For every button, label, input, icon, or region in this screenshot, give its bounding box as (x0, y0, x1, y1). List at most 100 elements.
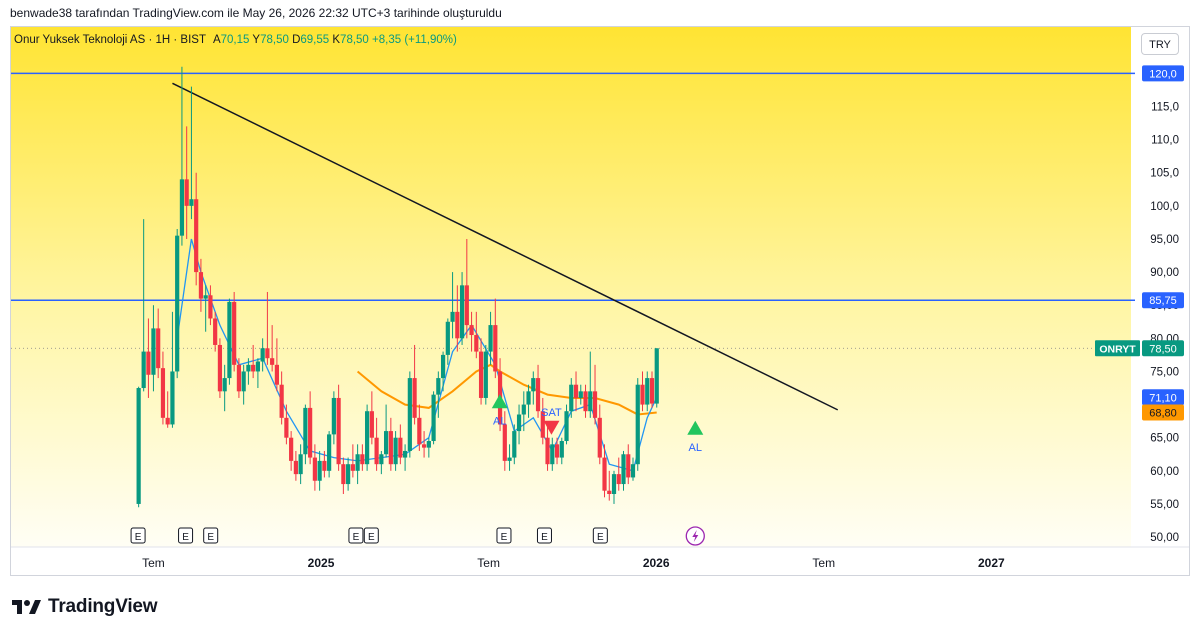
candle-body (592, 391, 598, 418)
candle (445, 318, 450, 365)
candle-body (445, 321, 450, 355)
candle (635, 378, 640, 471)
candle (341, 457, 346, 495)
candle-body (336, 397, 341, 465)
candle-body (521, 404, 526, 415)
earnings-marker (178, 527, 194, 544)
candle (241, 364, 246, 405)
candle (175, 229, 180, 379)
earnings-marker (536, 527, 552, 544)
candle (626, 444, 631, 485)
candle (450, 272, 455, 339)
candle-body (136, 388, 141, 504)
candle-body (369, 411, 374, 438)
candle (308, 391, 313, 465)
candle-body (597, 417, 602, 458)
symbol-name[interactable]: Onur Yuksek Teknoloji AS · 1H · BIST (14, 34, 206, 46)
candle-body (232, 301, 237, 365)
candle (312, 444, 317, 491)
candle-body (236, 364, 242, 392)
candle (621, 450, 626, 491)
candle (502, 411, 507, 471)
candle-body (621, 454, 626, 485)
candle-body (588, 391, 593, 412)
price-label-box (1142, 292, 1184, 309)
candle (141, 219, 146, 392)
candle-body (607, 490, 612, 495)
candle (160, 351, 166, 425)
price-label-text: 85,75 (1149, 295, 1177, 307)
candle-body (640, 384, 645, 405)
currency-button[interactable]: TRY (1141, 33, 1179, 55)
brand-name: TradingView (48, 596, 158, 617)
candle-body (184, 179, 189, 206)
candle (459, 272, 465, 345)
candle (274, 338, 279, 392)
candle-body (317, 460, 322, 481)
buy-signal-icon (491, 394, 508, 409)
candle-body (421, 444, 427, 448)
tradingview-logo-icon (12, 600, 41, 614)
candle-body (198, 272, 204, 299)
earnings-marker (130, 527, 146, 544)
candle (583, 384, 588, 418)
candle (540, 397, 545, 445)
candle-body (540, 411, 545, 438)
candle-body (488, 325, 493, 352)
buy-signal-label: AL (689, 442, 702, 454)
candle (455, 285, 460, 352)
candle (293, 450, 298, 481)
candle (483, 344, 488, 405)
candle (507, 444, 512, 471)
candle-body (246, 364, 251, 372)
candle-body (374, 437, 379, 465)
candle (431, 391, 436, 445)
buy-signal-icon (687, 420, 704, 435)
candle (146, 318, 151, 398)
candle-body (512, 431, 517, 458)
candle (136, 386, 141, 508)
candle (421, 431, 427, 458)
price-label-box (1142, 340, 1184, 357)
candle (402, 444, 408, 471)
candle-body (559, 441, 564, 458)
candle-body (160, 368, 166, 418)
candle-body (284, 417, 289, 438)
y-tick-label: 115,0 (1151, 101, 1179, 113)
earnings-marker (592, 527, 608, 544)
price-label-box (1142, 389, 1184, 406)
y-tick-label: 95,00 (1150, 234, 1179, 246)
price-label-text: 71,10 (1149, 392, 1177, 404)
candle-body (493, 325, 498, 372)
candle-body (564, 411, 569, 442)
candle (322, 450, 327, 478)
symbol-tag (1095, 340, 1140, 357)
candle-body (516, 414, 522, 432)
tradingview-logo[interactable]: TradingView (12, 596, 158, 618)
x-tick-label: 2027 (978, 556, 1005, 570)
high-label: Y (252, 34, 261, 46)
candle-body (626, 454, 631, 478)
candle (526, 384, 531, 418)
earnings-marker (203, 527, 219, 544)
y-tick-label: 105,0 (1150, 168, 1179, 180)
low-label: D (292, 34, 301, 46)
candle (284, 404, 289, 445)
candle-body (213, 318, 218, 345)
candle (616, 457, 621, 491)
candle-body (365, 411, 370, 465)
candle (336, 384, 341, 471)
candle-body (355, 454, 360, 471)
candle (303, 404, 308, 465)
candle (440, 351, 446, 392)
candle-body (327, 434, 332, 471)
candle (493, 298, 498, 379)
candle (270, 325, 275, 372)
y-tick-label: 50,00 (1150, 532, 1179, 544)
candle-body (255, 361, 261, 372)
candle-body (156, 328, 161, 369)
y-tick-label: 90,00 (1150, 267, 1179, 279)
open-label: A (212, 34, 221, 46)
